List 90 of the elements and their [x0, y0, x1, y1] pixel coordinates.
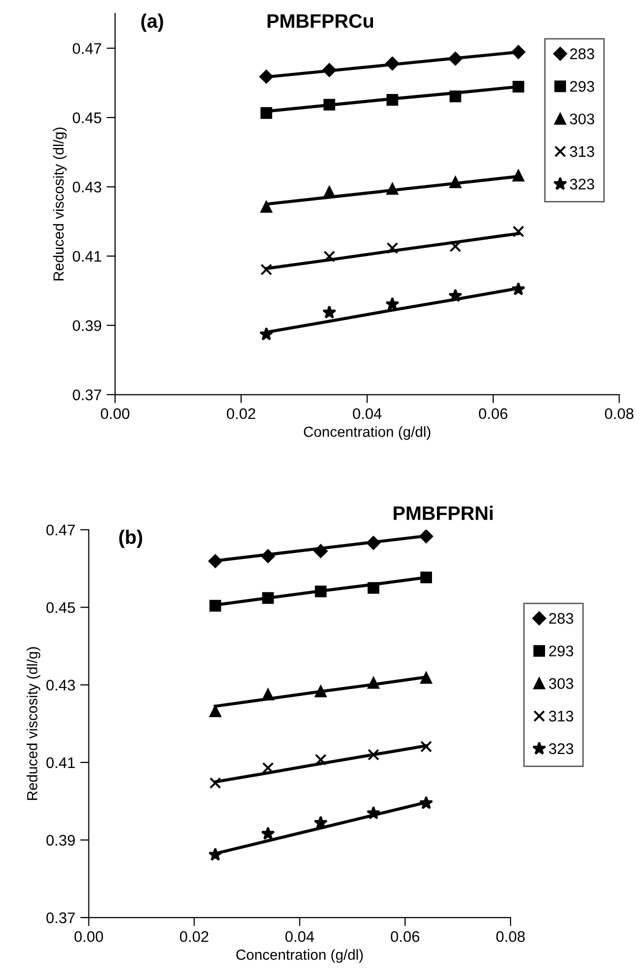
point [450, 240, 462, 252]
legend-label: 313 [570, 146, 594, 157]
point [208, 848, 222, 861]
point [260, 107, 272, 119]
point [368, 677, 380, 689]
x-tick-label: 0.00 [100, 408, 130, 420]
y-tick-label: 0.45 [72, 112, 102, 124]
y-axis-title: Reduced viscosity (dl/g) [53, 128, 67, 280]
y-axis-title: Reduced viscosity (dl/g) [26, 647, 40, 800]
point [512, 226, 524, 238]
point [209, 600, 222, 612]
legend-label: 293 [570, 81, 594, 92]
point [209, 705, 222, 718]
point [450, 90, 462, 102]
point [386, 242, 398, 254]
x-tick-label: 0.08 [496, 931, 525, 942]
chart-title: PMBFPRNi [394, 506, 493, 520]
point [386, 183, 398, 195]
point [322, 63, 336, 77]
y-tick-label: 0.41 [46, 757, 75, 768]
x-tick-label: 0.06 [478, 408, 508, 420]
y-tick-label: 0.45 [46, 602, 75, 613]
point [385, 297, 400, 310]
point [208, 554, 222, 568]
annotation: (b) [119, 530, 142, 548]
y-tick-label: 0.37 [46, 912, 75, 924]
point [324, 98, 336, 111]
x-tick-label: 0.06 [390, 931, 420, 942]
y-tick-label: 0.43 [72, 182, 102, 192]
point [512, 170, 524, 182]
point [262, 688, 274, 700]
point [420, 740, 432, 752]
legend-label: 283 [549, 613, 574, 624]
x-tick-label: 0.02 [226, 408, 256, 420]
y-tick-label: 0.39 [72, 320, 102, 332]
point [209, 777, 222, 789]
point [324, 250, 336, 262]
point [259, 70, 274, 84]
y-tick-label: 0.47 [46, 524, 75, 536]
legend-label: 283 [570, 48, 594, 60]
x-tick-label: 0.04 [352, 408, 382, 420]
point [261, 549, 275, 563]
y-tick-label: 0.37 [72, 390, 102, 400]
point [368, 748, 380, 761]
legend-label: 323 [570, 178, 594, 190]
point [385, 56, 400, 70]
x-tick-label: 0.08 [604, 408, 634, 420]
point [386, 94, 398, 106]
point [420, 672, 432, 684]
legend-label: 313 [548, 710, 574, 722]
point [366, 536, 380, 550]
x-tick-label: 0.04 [285, 931, 314, 942]
point [366, 806, 380, 820]
y-tick-label: 0.39 [46, 834, 75, 846]
point [419, 530, 434, 544]
point [512, 80, 524, 93]
point [262, 762, 274, 774]
point [261, 826, 275, 840]
point [259, 327, 274, 340]
point [512, 45, 526, 59]
point [260, 264, 272, 276]
point [324, 186, 336, 198]
point [314, 816, 328, 829]
point [368, 582, 380, 594]
y-tick-label: 0.47 [72, 43, 102, 54]
y-tick-label: 0.41 [72, 250, 102, 262]
point [262, 592, 274, 604]
point [450, 176, 462, 188]
annotation: (a) [141, 14, 164, 32]
point [260, 201, 272, 213]
point [448, 52, 462, 66]
legend-label: 303 [570, 114, 594, 124]
point [322, 305, 336, 319]
legend-label: 323 [548, 743, 574, 754]
x-tick-label: 0.00 [74, 931, 104, 942]
y-tick-label: 0.43 [46, 680, 75, 691]
chart-title: PMBFPRCu [268, 14, 374, 28]
point [420, 572, 432, 584]
legend-label: 293 [549, 646, 574, 656]
x-tick-label: 0.02 [180, 931, 208, 942]
point [314, 544, 328, 558]
point [448, 288, 462, 302]
legend-label: 303 [548, 678, 574, 689]
point [419, 796, 434, 810]
point [314, 686, 327, 698]
point [511, 282, 526, 296]
point [314, 586, 327, 598]
x-axis-title: Concentration (g/dl) [304, 426, 430, 440]
x-axis-title: Concentration (g/dl) [236, 949, 363, 963]
point [314, 754, 327, 766]
